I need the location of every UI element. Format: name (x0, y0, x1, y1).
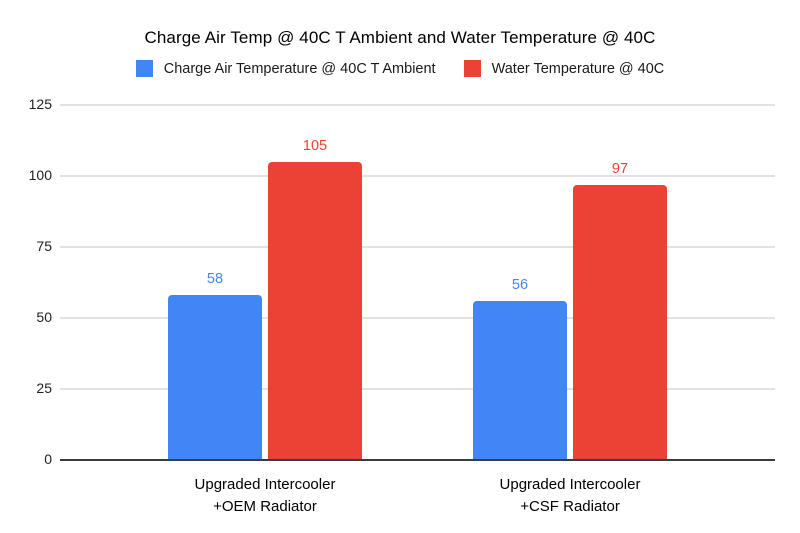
y-tick-label: 75 (36, 238, 52, 254)
value-label: 97 (611, 161, 629, 177)
value-label: 56 (511, 277, 529, 293)
gridline (60, 317, 775, 319)
bar-series0-group1[interactable] (473, 301, 567, 460)
value-label: 58 (206, 271, 224, 287)
y-tick-label: 100 (28, 167, 52, 183)
gridline (60, 175, 775, 177)
legend-swatch-icon (135, 60, 153, 77)
legend-swatch-icon (463, 60, 481, 77)
y-tick-label: 25 (36, 380, 52, 396)
bar-series1-group0[interactable] (268, 162, 362, 460)
legend-item-0[interactable]: Charge Air Temperature @ 40C T Ambient (135, 60, 436, 77)
bar-series0-group0[interactable] (168, 295, 262, 460)
bar-series1-group1[interactable] (573, 185, 667, 460)
x-axis-line (60, 459, 775, 461)
x-category-label: Upgraded Intercooler +OEM Radiator (194, 476, 336, 515)
legend: Charge Air Temperature @ 40C T Ambient Wa… (0, 60, 800, 77)
gridline (60, 246, 775, 248)
legend-label: Charge Air Temperature @ 40C T Ambient (163, 60, 436, 77)
value-label: 105 (302, 138, 328, 154)
y-tick-label: 0 (44, 451, 52, 467)
chart-title: Charge Air Temp @ 40C T Ambient and Wate… (144, 28, 656, 47)
x-category-label: Upgraded Intercooler +CSF Radiator (499, 476, 641, 515)
legend-item-1[interactable]: Water Temperature @ 40C (463, 60, 665, 77)
legend-label: Water Temperature @ 40C (491, 60, 665, 77)
gridline (60, 104, 775, 106)
y-tick-label: 50 (36, 309, 52, 325)
y-tick-label: 125 (28, 96, 52, 112)
gridline (60, 388, 775, 390)
